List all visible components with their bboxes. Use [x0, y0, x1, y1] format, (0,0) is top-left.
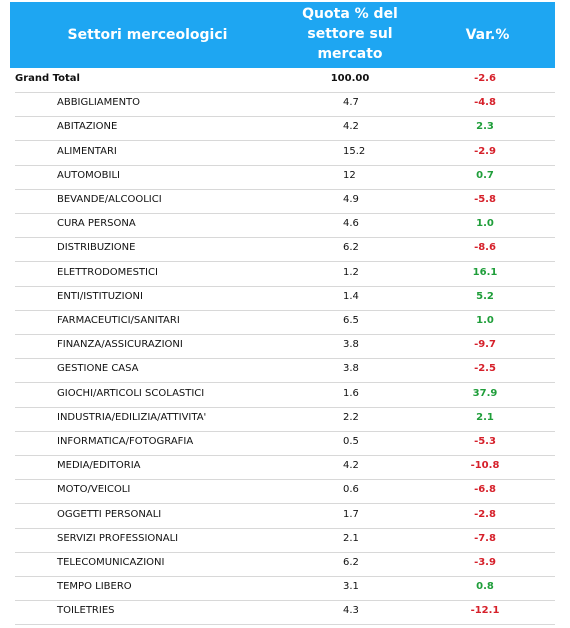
- var-value: 1.0: [476, 218, 494, 230]
- sector-name: FINANZA/ASSICURAZIONI: [57, 339, 183, 351]
- quota-value: 3.8: [343, 363, 359, 375]
- var-value: 0.8: [476, 581, 494, 593]
- var-value: -8.6: [474, 242, 496, 254]
- row-separator: [15, 261, 555, 263]
- quota-value: 4.3: [343, 605, 359, 617]
- var-value: 5.2: [476, 290, 494, 302]
- row-separator: [15, 551, 555, 553]
- var-value: -6.8: [474, 484, 496, 496]
- quota-value: 4.9: [343, 194, 359, 205]
- var-value: -9.7: [474, 339, 496, 351]
- sector-name: ELETTRODOMESTICI: [57, 266, 158, 278]
- sector-name: DISTRIBUZIONE: [57, 242, 136, 254]
- sector-name: AUTOMOBILI: [57, 169, 120, 181]
- row-separator: [15, 479, 555, 481]
- header-cell: Settori merceologici: [67, 27, 228, 43]
- var-value: 16.1: [472, 266, 498, 278]
- header-bar: Settori merceologici Quota % del settore…: [10, 2, 555, 68]
- quota-value: 15.2: [343, 145, 366, 157]
- row-separator: [15, 116, 555, 118]
- row-separator: [15, 309, 555, 311]
- quota-value: 3.8: [343, 339, 359, 351]
- quota-value: 12: [343, 169, 356, 181]
- row-separator: [15, 92, 555, 93]
- sector-name: TELECOMUNICAZIONI: [57, 557, 165, 568]
- row-separator: [15, 164, 555, 166]
- row-separator: [15, 406, 555, 408]
- sector-name: ALIMENTARI: [57, 145, 117, 157]
- var-value: -2.5: [474, 363, 496, 375]
- quota-value: 4.6: [343, 218, 359, 230]
- sector-name: OGGETTI PERSONALI: [57, 508, 162, 520]
- row-separator: [15, 503, 555, 505]
- var-value: -2.8: [474, 508, 496, 520]
- sector-name: MEDIA/EDITORIA: [57, 460, 141, 472]
- quota-value: 0.6: [343, 484, 359, 496]
- var-value: 37.9: [472, 387, 498, 399]
- row-separator: [15, 455, 555, 456]
- row-separator: [15, 527, 555, 529]
- sector-name: ENTI/ISTITUZIONI: [57, 290, 143, 302]
- row-separator: [15, 285, 555, 287]
- quota-value: 1.4: [343, 290, 359, 302]
- sector-name: SERVIZI PROFESSIONALI: [57, 532, 179, 544]
- sector-name: ABBIGLIAMENTO: [57, 97, 141, 109]
- quota-value: 0.5: [343, 436, 359, 447]
- header-cell: Quota % del settore sul mercato: [302, 6, 398, 62]
- sector-name: GIOCHI/ARTICOLI SCOLASTICI: [57, 387, 205, 399]
- row-separator: [15, 430, 555, 432]
- var-value: 1.0: [476, 315, 494, 326]
- var-value: 2.1: [476, 411, 494, 423]
- sector-name: INDUSTRIA/EDILIZIA/ATTIVITA': [57, 411, 207, 423]
- quota-value: 6.5: [343, 315, 359, 326]
- sector-name: MOTO/VEICOLI: [57, 484, 131, 496]
- row-separator: [15, 358, 555, 360]
- sector-name: INFORMATICA/FOTOGRAFIA: [57, 436, 194, 447]
- var-value: -4.8: [474, 97, 496, 109]
- row-separator: [15, 237, 555, 239]
- sector-name: FARMACEUTICI/SANITARI: [57, 315, 180, 326]
- var-value: -5.8: [474, 194, 496, 205]
- var-value: -12.1: [470, 605, 500, 617]
- quota-value: 2.1: [343, 532, 359, 544]
- var-value: 2.3: [476, 121, 494, 133]
- sector-name: CURA PERSONA: [57, 218, 136, 230]
- quota-value: 1.6: [343, 387, 359, 399]
- row-separator: [15, 382, 555, 384]
- quota-value: 3.1: [343, 581, 359, 593]
- header-cell: Var.%: [465, 27, 510, 43]
- total-var: -2.6: [474, 73, 496, 84]
- quota-value: 6.2: [343, 557, 359, 568]
- var-value: 0.7: [476, 169, 494, 181]
- var-value: -5.3: [474, 436, 496, 447]
- row-separator: [15, 334, 555, 335]
- total-quota: 100.00: [330, 73, 370, 84]
- quota-value: 4.7: [343, 97, 359, 109]
- var-value: -3.9: [474, 557, 496, 568]
- row-separator: [15, 188, 555, 190]
- quota-value: 1.2: [343, 266, 359, 278]
- quota-value: 2.2: [343, 411, 359, 423]
- sector-name: TOILETRIES: [57, 605, 115, 617]
- total-label: Grand Total: [15, 73, 80, 84]
- sector-name: BEVANDE/ALCOOLICI: [57, 194, 162, 205]
- sector-name: TEMPO LIBERO: [57, 581, 132, 593]
- row-separator: [15, 213, 555, 214]
- row-separator: [15, 600, 555, 602]
- quota-value: 4.2: [343, 460, 359, 472]
- var-value: -10.8: [470, 460, 500, 472]
- quota-value: 4.2: [343, 121, 359, 133]
- row-separator: [15, 576, 555, 577]
- sector-name: GESTIONE CASA: [57, 363, 139, 375]
- row-separator: [15, 624, 555, 626]
- sector-name: ABITAZIONE: [57, 121, 118, 133]
- var-value: -2.9: [474, 145, 496, 157]
- row-separator: [15, 140, 555, 142]
- quota-value: 6.2: [343, 242, 359, 254]
- var-value: -7.8: [474, 532, 496, 544]
- quota-value: 1.7: [343, 508, 359, 520]
